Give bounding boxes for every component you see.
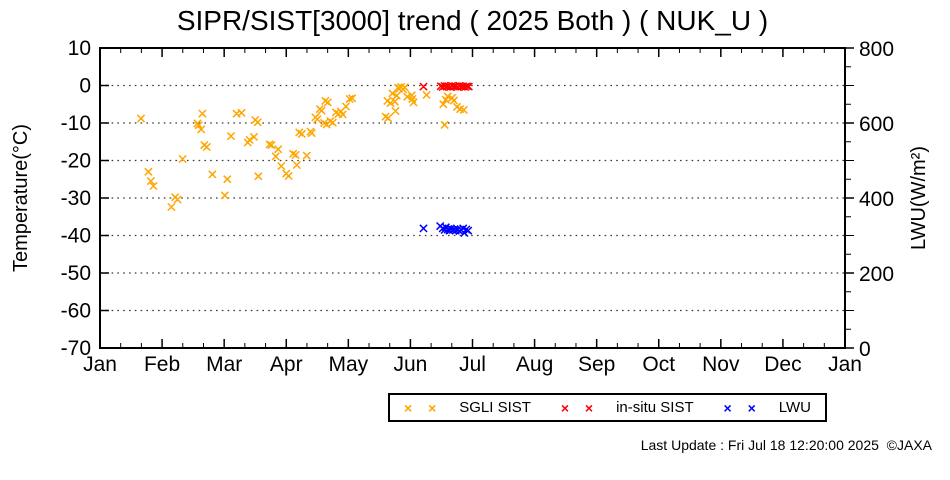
legend-label: LWU xyxy=(778,399,811,416)
legend: × × SGLI SIST × × in-situ SIST × × LWU xyxy=(388,393,827,422)
y-tick-label: -70 xyxy=(61,337,91,360)
series-lwu xyxy=(419,221,473,238)
x-marker-icon: × × xyxy=(560,399,600,416)
chart-title: SIPR/SIST[3000] trend ( 2025 Both ) ( NU… xyxy=(176,5,769,36)
x-tick-label: Jul xyxy=(459,353,486,376)
y-tick-label: -30 xyxy=(61,187,91,210)
y2-tick-label: 600 xyxy=(859,113,894,136)
y2-tick-label: 400 xyxy=(859,188,894,211)
y-axis-label: Temperature(°C) xyxy=(10,123,32,273)
x-tick-label: Mar xyxy=(206,353,242,376)
last-update-note: Last Update : Fri Jul 18 12:20:00 2025 ©… xyxy=(640,437,932,453)
legend-item-in-situ-sist: × × in-situ SIST xyxy=(561,399,694,416)
x-tick-label: Jun xyxy=(393,353,427,376)
x-tick-label: May xyxy=(328,353,368,376)
x-marker-icon: × × xyxy=(723,399,762,416)
x-tick-label: Aug xyxy=(516,353,553,376)
y2-tick-label: 200 xyxy=(859,263,894,286)
x-marker-icon: × × xyxy=(404,399,443,416)
x-tick-label: Sep xyxy=(578,353,615,376)
y-tick-label: -60 xyxy=(61,300,91,323)
y-tick-label: 0 xyxy=(79,75,91,98)
y-tick-label: -20 xyxy=(61,150,91,173)
x-tick-label: Jan xyxy=(828,353,862,376)
legend-item-lwu: × × LWU xyxy=(724,399,811,416)
y2-tick-label: 0 xyxy=(859,338,871,361)
x-tick-label: Oct xyxy=(642,353,675,376)
series-sgli-sist xyxy=(136,82,468,212)
x-tick-label: Nov xyxy=(702,353,740,376)
x-tick-label: Dec xyxy=(764,353,801,376)
y-tick-label: -10 xyxy=(61,112,91,135)
y-tick-label: -40 xyxy=(61,225,91,248)
y2-tick-label: 800 xyxy=(859,38,894,61)
legend-item-sgli-sist: × × SGLI SIST xyxy=(404,399,531,416)
legend-label: in-situ SIST xyxy=(616,399,694,416)
x-tick-label: Apr xyxy=(270,353,303,376)
x-tick-label: Jan xyxy=(83,353,117,376)
x-tick-label: Feb xyxy=(144,353,180,376)
y-tick-label: -50 xyxy=(61,262,91,285)
plot-border xyxy=(99,47,846,349)
y2-axis-label: LWU(W/m²) xyxy=(908,145,930,251)
series-in-situ-sist xyxy=(419,81,473,92)
legend-label: SGLI SIST xyxy=(459,399,531,416)
y-tick-label: 10 xyxy=(68,37,91,60)
